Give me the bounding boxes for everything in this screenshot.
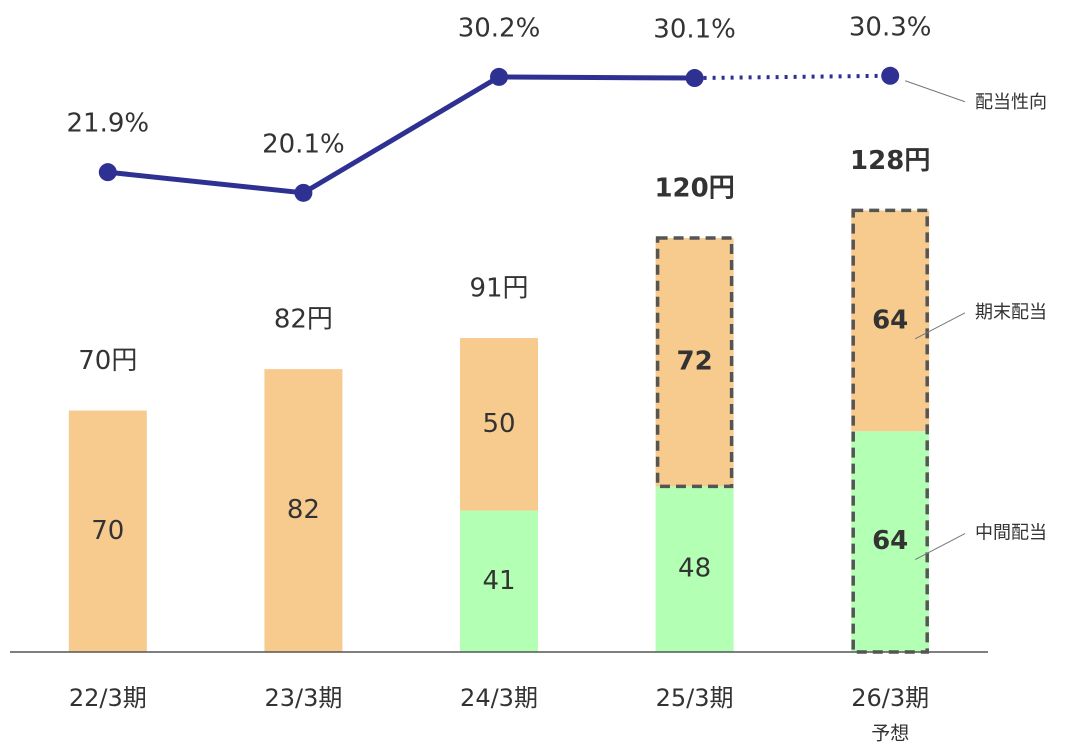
line-label: 30.2%: [458, 13, 541, 43]
total-label: 128円: [850, 146, 930, 176]
legend-label: 中間配当: [975, 523, 1047, 544]
forecast-note: 予想: [871, 723, 909, 745]
total-label: 120円: [654, 174, 734, 204]
total-label: 82円: [274, 305, 333, 335]
forecast-outline: [655, 236, 734, 489]
line-label: 30.3%: [849, 12, 932, 42]
segment-label: 64: [872, 526, 908, 556]
line-point: [490, 67, 508, 86]
x-tick-label: 22/3期: [69, 684, 147, 712]
line-point: [881, 66, 900, 85]
bar-segment: [655, 238, 734, 487]
line-actual: [107, 74, 695, 196]
total-label: 70円: [78, 346, 137, 376]
leader-line: [914, 533, 966, 561]
leader-line: [905, 80, 966, 103]
line-label: 21.9%: [66, 109, 149, 139]
line-forecast: [694, 73, 891, 81]
x-tick-label: 25/3期: [656, 684, 734, 712]
bar-segment: [851, 431, 930, 652]
line-point: [294, 183, 313, 202]
bar-segment: [68, 410, 147, 652]
bar-segment: [264, 369, 343, 652]
total-label: 91円: [469, 274, 528, 304]
segment-label: 70: [91, 516, 124, 546]
line-point: [98, 163, 117, 182]
line-point: [685, 69, 704, 88]
segment-label: 50: [482, 409, 515, 439]
x-tick-label: 23/3期: [264, 684, 342, 712]
segment-label: 64: [872, 305, 908, 335]
legend-label: 期末配当: [975, 302, 1047, 323]
x-tick-label: 26/3期: [851, 684, 929, 712]
segment-label: 48: [678, 554, 711, 584]
segment-label: 41: [482, 566, 515, 596]
bar-segment: [655, 486, 734, 652]
bar-segment: [460, 338, 538, 511]
line-label: 20.1%: [262, 129, 345, 159]
legend-label: 配当性向: [975, 92, 1047, 113]
leader-line: [914, 312, 966, 340]
segment-label: 72: [677, 347, 713, 377]
x-tick-label: 24/3期: [460, 684, 538, 712]
bar-segment: [460, 510, 538, 652]
segment-label: 82: [287, 495, 320, 525]
line-label: 30.1%: [653, 15, 736, 45]
bar-segment: [851, 210, 930, 432]
